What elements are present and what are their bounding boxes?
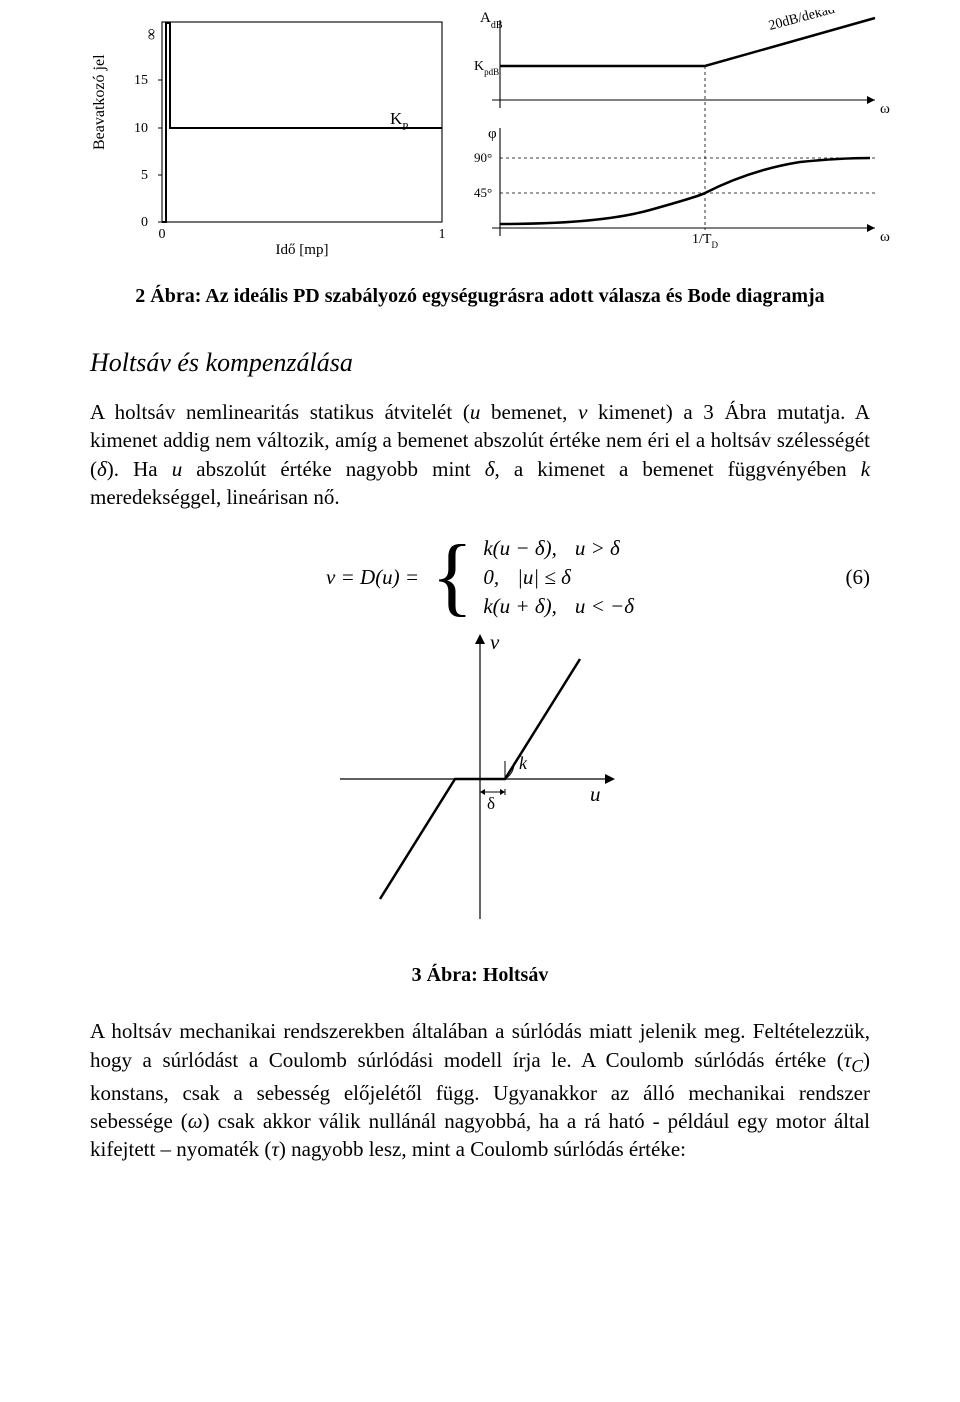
ylabel: Beavatkozó jel xyxy=(91,54,108,150)
deadzone-plot: v u k δ xyxy=(330,629,630,934)
svg-text:φ: φ xyxy=(488,126,497,142)
svg-text:1/TD: 1/TD xyxy=(692,232,718,250)
svg-text:1: 1 xyxy=(439,227,446,242)
magnitude-axes: ω AdB KpdB 20dB/dekád xyxy=(474,10,890,230)
yticks: 0 5 10 15 xyxy=(134,73,162,230)
svg-text:ω: ω xyxy=(880,101,890,117)
svg-text:0: 0 xyxy=(141,215,148,230)
bode-plot: ω AdB KpdB 20dB/dekád xyxy=(470,10,890,265)
para2: A holtsáv mechanikai rendszerekben által… xyxy=(90,1017,870,1163)
xlabel: Idő [mp] xyxy=(276,242,329,258)
kp-label: KP xyxy=(390,109,408,133)
svg-text:20dB/dekád: 20dB/dekád xyxy=(767,10,836,34)
equation-6: v = D(u) = { k(u − δ),u > δ 0,|u| ≤ δ k(… xyxy=(90,536,870,619)
svg-text:10: 10 xyxy=(134,121,148,136)
svg-text:u: u xyxy=(590,782,601,806)
section-title: Holtsáv és kompenzálása xyxy=(90,348,870,378)
svg-text:45°: 45° xyxy=(474,185,492,200)
svg-text:v: v xyxy=(490,630,500,654)
step-response-plot: Beavatkozó jel ∞ 0 5 10 15 xyxy=(90,10,460,265)
svg-text:5: 5 xyxy=(141,168,148,183)
svg-text:90°: 90° xyxy=(474,150,492,165)
svg-text:15: 15 xyxy=(134,73,148,88)
svg-text:KpdB: KpdB xyxy=(474,59,499,77)
figure2-caption: 2 Ábra: Az ideális PD szabályozó egységu… xyxy=(90,285,870,308)
svg-text:k: k xyxy=(519,753,528,773)
svg-text:AdB: AdB xyxy=(480,10,503,31)
para1: A holtsáv nemlinearitás statikus átvitel… xyxy=(90,398,870,511)
svg-text:0: 0 xyxy=(159,227,166,242)
svg-text:ω: ω xyxy=(880,229,890,245)
phase-axes: ω φ 90° 45° 1/TD xyxy=(474,126,890,250)
infinity-icon: ∞ xyxy=(143,29,160,40)
xticks: 0 1 xyxy=(159,227,446,242)
figure3-caption: 3 Ábra: Holtsáv xyxy=(90,964,870,987)
svg-text:δ: δ xyxy=(487,794,495,813)
eq-number: (6) xyxy=(846,565,871,590)
